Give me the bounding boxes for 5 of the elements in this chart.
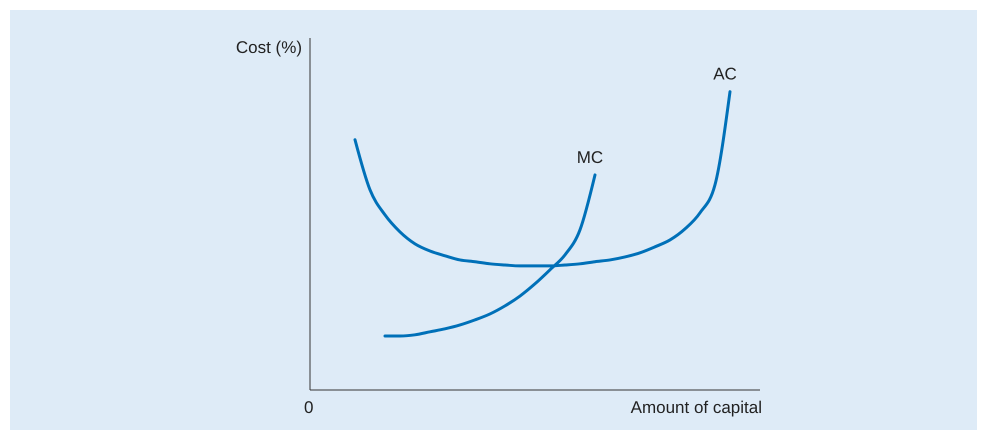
series-label: MC	[576, 148, 604, 167]
series-label: AC	[713, 64, 737, 84]
y-axis-title: Cost (%)	[236, 38, 302, 58]
text: 0	[304, 398, 314, 418]
x-axis-title: Amount of capital	[630, 398, 762, 418]
